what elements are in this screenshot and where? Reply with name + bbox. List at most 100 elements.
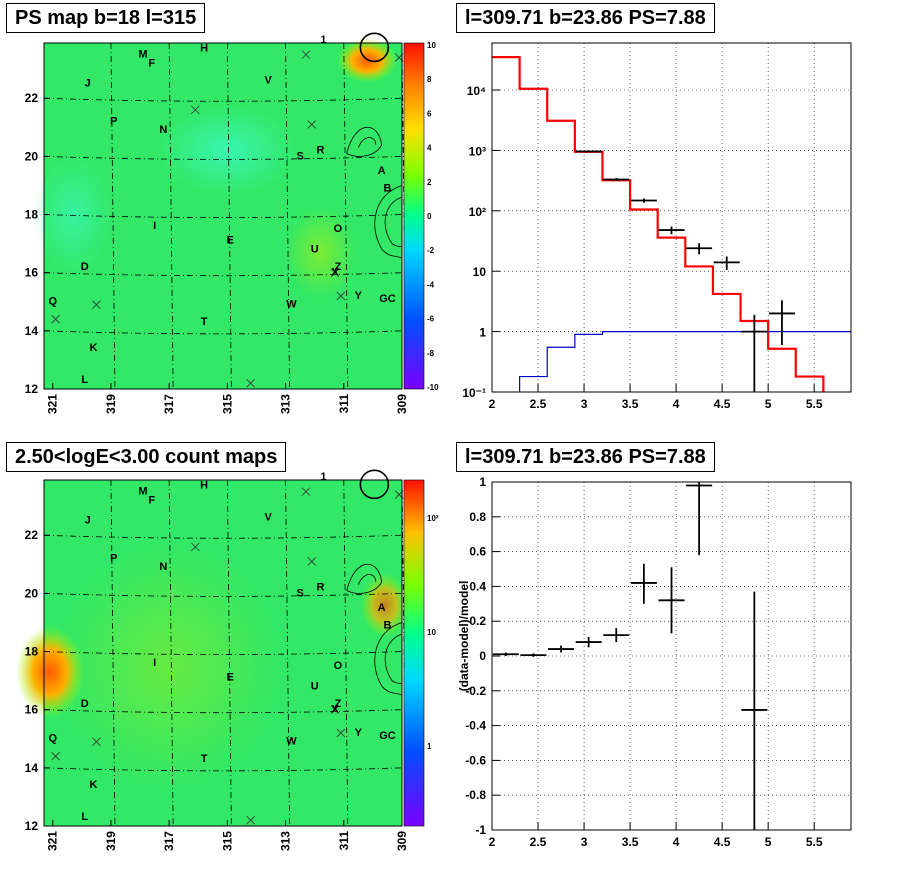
map-x-tick: 309 bbox=[395, 831, 409, 851]
y-tick-label: -0.8 bbox=[465, 788, 486, 802]
count-map-panel: MF H 1 J V P N S R AB I E O U ZX D Q Y GC W T K L 321 319 317 315 3… bbox=[16, 469, 439, 851]
colorbar-tick: 6 bbox=[427, 109, 432, 118]
background-step-line bbox=[519, 331, 851, 392]
source-cross bbox=[336, 291, 346, 301]
map-gridline bbox=[110, 42, 116, 390]
source-label: R bbox=[317, 144, 325, 156]
map-x-tick: 321 bbox=[46, 394, 60, 414]
source-label: Q bbox=[48, 296, 57, 308]
source-label: A bbox=[378, 165, 386, 177]
map-warm-region bbox=[285, 207, 356, 298]
source-cross bbox=[92, 300, 101, 309]
x-tick-label: 3 bbox=[581, 397, 588, 411]
map-y-tick: 18 bbox=[25, 208, 39, 222]
x-tick-label: 4.5 bbox=[714, 835, 731, 849]
y-tick-label: 10⁻¹ bbox=[462, 386, 486, 400]
target-circle bbox=[359, 32, 390, 63]
colorbar-tick: 8 bbox=[427, 75, 432, 84]
colorbar-tick: -4 bbox=[427, 280, 435, 289]
source-label: T bbox=[201, 316, 208, 328]
source-label: K bbox=[90, 779, 98, 791]
y-tick-label: -0.4 bbox=[465, 719, 486, 733]
source-cross bbox=[191, 105, 200, 115]
residual-chart: 2 2.5 3 3.5 4 4.5 5 5.5 -1 -0.8 -0.6 -0.4 -0.2 0 0.2 0.… bbox=[457, 475, 852, 849]
source-label: M bbox=[138, 49, 147, 61]
y-tick-label: 10 bbox=[473, 265, 487, 279]
map-y-tick: 16 bbox=[25, 703, 39, 717]
y-tick-label: 1 bbox=[479, 326, 486, 340]
y-tick-label: 10³ bbox=[469, 144, 486, 158]
colorbar-tick: 1 bbox=[427, 742, 432, 751]
source-cross bbox=[307, 120, 317, 129]
source-label: B bbox=[383, 182, 391, 194]
map-gridline bbox=[285, 479, 290, 827]
source-label: 1 bbox=[320, 471, 326, 483]
x-tick-label: 3.5 bbox=[622, 397, 639, 411]
source-label: Z bbox=[335, 698, 342, 710]
source-label: X bbox=[331, 704, 339, 716]
source-label: P bbox=[110, 552, 117, 564]
source-label: H bbox=[200, 43, 208, 55]
source-label: L bbox=[81, 374, 88, 386]
source-label: L bbox=[81, 811, 88, 823]
map-y-tick: 18 bbox=[25, 645, 39, 659]
source-label: H bbox=[200, 480, 208, 492]
source-label: I bbox=[153, 220, 156, 232]
map-gridline bbox=[168, 479, 174, 827]
plot-area bbox=[492, 482, 851, 830]
source-label: F bbox=[148, 57, 155, 69]
map-y-tick: 16 bbox=[25, 266, 39, 280]
tr-title: l=309.71 b=23.86 PS=7.88 bbox=[456, 3, 715, 33]
source-cross bbox=[301, 487, 311, 496]
y-tick-label: 0 bbox=[479, 649, 486, 663]
source-label: GC bbox=[379, 293, 396, 305]
x-tick-label: 3.5 bbox=[622, 835, 639, 849]
map-contour bbox=[346, 126, 383, 157]
source-label: D bbox=[81, 261, 89, 273]
y-tick-label: 10⁴ bbox=[467, 84, 486, 98]
source-label: E bbox=[227, 235, 234, 247]
map-contour bbox=[374, 185, 403, 259]
source-label: S bbox=[296, 587, 303, 599]
source-cross bbox=[330, 705, 340, 714]
x-tick-label: 4.5 bbox=[714, 397, 731, 411]
source-cross bbox=[330, 268, 340, 277]
source-cross bbox=[51, 751, 60, 761]
colorbar-tick: 2 bbox=[427, 178, 432, 187]
source-label: U bbox=[311, 243, 319, 255]
source-cross bbox=[191, 542, 200, 552]
x-tick-label: 5 bbox=[765, 397, 772, 411]
map-contour bbox=[384, 196, 403, 247]
map-x-tick: 317 bbox=[162, 394, 176, 414]
map-x-tick: 315 bbox=[220, 831, 234, 851]
target-circle bbox=[359, 469, 390, 500]
source-label: A bbox=[378, 602, 386, 614]
map-y-tick: 12 bbox=[25, 382, 39, 396]
y-axis-label: (data-model)/model bbox=[457, 581, 471, 692]
ps-map-panel: MF H 1 J V P N S R AB I E O U ZX D Q Y GC W T K L 321 319 317 315 3… bbox=[25, 32, 439, 414]
source-label: I bbox=[153, 657, 156, 669]
spectrum-chart: 2 2.5 3 3.5 4 4.5 5 5.5 10⁻¹ 1 10 10² 10³ 10⁴ bbox=[462, 42, 852, 411]
source-label: X bbox=[331, 267, 339, 279]
y-tick-label: -1 bbox=[475, 823, 486, 837]
source-label: N bbox=[159, 561, 167, 573]
source-label: S bbox=[296, 150, 303, 162]
source-label: E bbox=[227, 672, 234, 684]
map-x-tick: 309 bbox=[395, 394, 409, 414]
source-label: M bbox=[138, 486, 147, 498]
plot-area bbox=[492, 43, 851, 392]
map-x-tick: 311 bbox=[337, 831, 351, 851]
map-hot-spot bbox=[337, 38, 398, 83]
source-label: N bbox=[159, 124, 167, 136]
colorbar-frame bbox=[403, 42, 425, 390]
source-cross bbox=[246, 378, 255, 388]
source-label: B bbox=[383, 619, 391, 631]
source-label: T bbox=[201, 753, 208, 765]
colorbar-tick: 10² bbox=[427, 514, 439, 523]
map-warm-region bbox=[59, 546, 280, 787]
y-tick-label: 0.2 bbox=[469, 614, 486, 628]
bl-title: 2.50<logE<3.00 count maps bbox=[6, 442, 287, 472]
y-tick-label: -0.2 bbox=[465, 684, 486, 698]
colorbar-tick: 0 bbox=[427, 212, 432, 221]
